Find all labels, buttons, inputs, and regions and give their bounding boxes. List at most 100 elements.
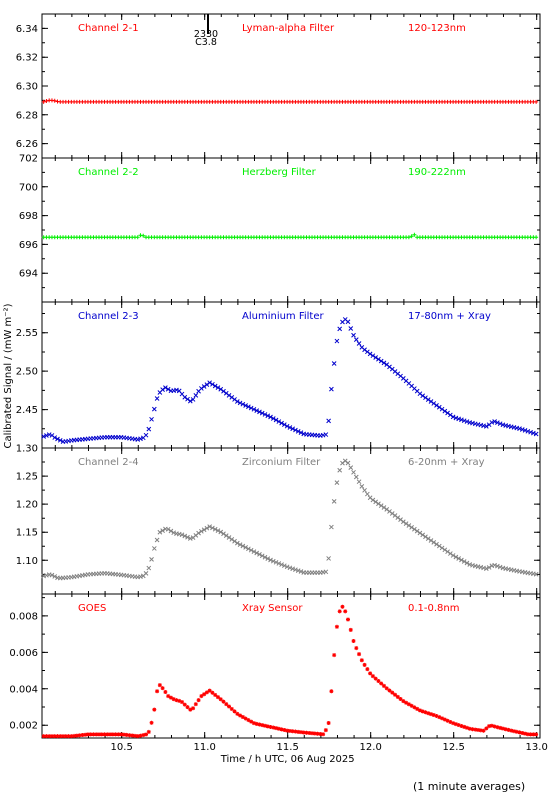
data-point: [224, 702, 229, 707]
data-point: [378, 503, 384, 509]
data-point: [246, 546, 251, 552]
data-point: [381, 683, 386, 688]
y-tick-label: 6.30: [16, 82, 38, 93]
data-point: [223, 533, 229, 538]
data-point: [279, 727, 284, 732]
data-point: [237, 542, 243, 547]
data-point: [389, 511, 395, 516]
data-point: [492, 724, 497, 729]
flare-time-label: 2330: [194, 29, 218, 40]
data-point: [254, 721, 259, 726]
data-point: [486, 565, 492, 570]
data-point: [445, 549, 450, 555]
data-point: [185, 396, 190, 402]
data-point: [348, 326, 354, 331]
data-point: [41, 734, 46, 739]
data-point: [191, 706, 196, 711]
band-label: 0.1-0.8nm: [408, 603, 460, 614]
x-tick-label: 12.5: [443, 742, 465, 753]
data-point: [52, 98, 57, 103]
data-point: [514, 729, 519, 734]
data-point: [381, 360, 387, 366]
data-point: [531, 430, 536, 436]
data-point: [301, 730, 306, 735]
data-point: [234, 399, 240, 404]
data-point: [218, 697, 223, 702]
data-point: [276, 419, 282, 424]
data-point: [257, 409, 262, 415]
data-point: [409, 525, 414, 530]
data-point: [337, 609, 342, 614]
data-point: [448, 412, 453, 418]
data-point: [356, 341, 362, 346]
data-point: [199, 528, 204, 534]
data-point: [141, 733, 146, 738]
data-point: [431, 401, 437, 406]
data-point: [356, 479, 362, 485]
data-point: [379, 681, 384, 686]
data-point: [207, 688, 212, 693]
data-point: [204, 690, 209, 695]
band-label: 6-20nm + Xray: [408, 457, 485, 468]
data-point: [179, 700, 184, 705]
data-point: [234, 540, 240, 546]
y-tick-label: 0.008: [9, 611, 38, 622]
data-point: [351, 332, 356, 338]
data-point: [182, 394, 188, 400]
data-point: [412, 232, 417, 237]
data-point: [459, 417, 464, 423]
panel-frame: [41, 13, 541, 159]
data-point: [207, 380, 213, 386]
data-point: [96, 732, 101, 737]
data-point: [284, 564, 290, 570]
data-point: [406, 235, 411, 240]
data-point: [265, 556, 271, 561]
data-point: [152, 707, 157, 712]
data-point: [481, 728, 486, 733]
data-point: [163, 385, 168, 390]
data-point: [409, 703, 414, 708]
filter-label: Zirconium Filter: [242, 457, 321, 468]
flare-class-label: C3.8: [195, 37, 217, 48]
data-point: [293, 729, 298, 734]
data-point: [426, 711, 431, 716]
panel-2: 694 696 698 700 702 Channel 2-2 Herzberg Filte…: [19, 154, 541, 303]
data-point: [249, 719, 254, 724]
y-tick-label: 696: [19, 240, 38, 251]
data-point: [149, 416, 154, 422]
data-point: [215, 385, 221, 390]
data-point: [483, 424, 489, 429]
data-point: [155, 689, 160, 694]
data-point: [204, 382, 210, 387]
data-point: [268, 414, 273, 420]
data-point: [334, 624, 339, 629]
data-point: [456, 556, 462, 561]
series-points: [41, 98, 539, 104]
y-axis-label: Calibrated Signal / (mW m⁻²): [3, 303, 14, 448]
data-point: [221, 699, 226, 704]
data-point: [345, 460, 351, 466]
data-point: [395, 515, 401, 520]
data-point: [274, 726, 279, 731]
data-point: [293, 567, 298, 573]
data-point: [138, 436, 143, 442]
data-point: [179, 532, 185, 538]
data-point: [259, 553, 265, 559]
data-point: [461, 418, 467, 424]
data-point: [171, 697, 176, 702]
data-point: [151, 406, 157, 412]
data-point: [450, 553, 456, 558]
data-point: [132, 733, 137, 738]
channel-label: Channel 2-4: [78, 457, 139, 468]
data-point: [489, 723, 494, 728]
data-point: [279, 420, 284, 426]
data-point: [298, 569, 304, 574]
data-point: [85, 732, 90, 737]
data-point: [381, 505, 387, 510]
data-point: [108, 732, 113, 737]
data-point: [55, 734, 60, 739]
data-point: [61, 734, 66, 739]
data-point: [270, 416, 276, 421]
data-point: [160, 528, 165, 533]
data-point: [348, 465, 354, 471]
